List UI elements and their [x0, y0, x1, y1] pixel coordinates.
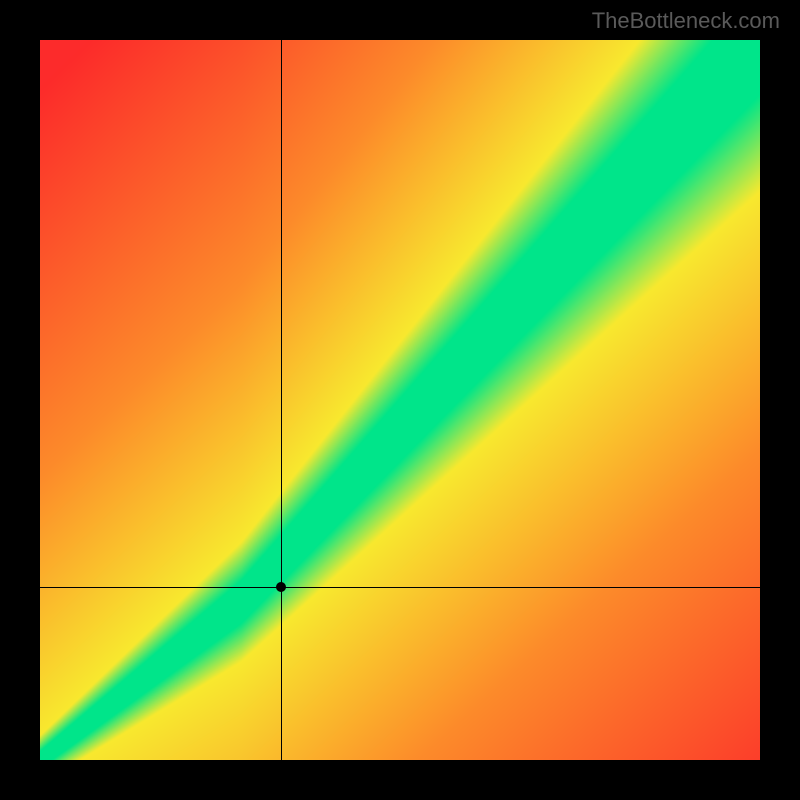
plot-area [40, 40, 760, 760]
crosshair-horizontal [40, 587, 760, 588]
crosshair-vertical [281, 40, 282, 760]
crosshair-dot [276, 582, 286, 592]
heatmap-canvas [40, 40, 760, 760]
watermark-text: TheBottleneck.com [592, 8, 780, 34]
